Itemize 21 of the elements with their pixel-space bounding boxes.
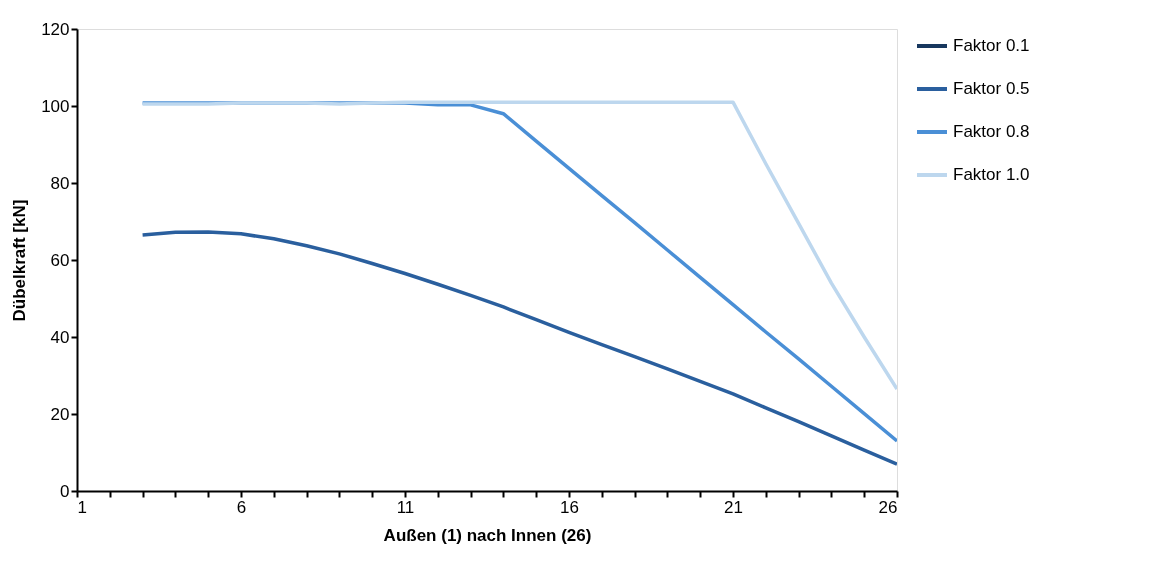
x-axis-title: Außen (1) nach Innen (26) — [383, 525, 592, 545]
legend-label: Faktor 0.5 — [953, 79, 1030, 98]
x-tick-label: 6 — [236, 497, 247, 517]
y-tick-label: 80 — [50, 173, 70, 193]
x-tick-label: 11 — [396, 497, 415, 517]
legend-label: Faktor 0.1 — [953, 36, 1030, 55]
y-tick-label: 120 — [41, 19, 70, 39]
y-axis-title: Dübelkraft [kN] — [10, 199, 30, 322]
y-tick-label: 40 — [50, 327, 70, 347]
line-series — [140, 230, 897, 466]
y-tick-label: 0 — [60, 481, 70, 501]
x-tick-label: 26 — [878, 497, 898, 517]
x-tick-label: 1 — [77, 497, 87, 517]
x-tick-label: 16 — [560, 497, 579, 517]
y-tick-label: 100 — [41, 96, 70, 116]
legend-label: Faktor 1.0 — [953, 165, 1030, 184]
y-tick-label: 20 — [50, 404, 70, 424]
legend-label: Faktor 0.8 — [953, 122, 1030, 141]
x-tick-label: 21 — [724, 497, 743, 517]
y-tick-label: 60 — [50, 250, 70, 270]
line-series — [140, 100, 897, 391]
